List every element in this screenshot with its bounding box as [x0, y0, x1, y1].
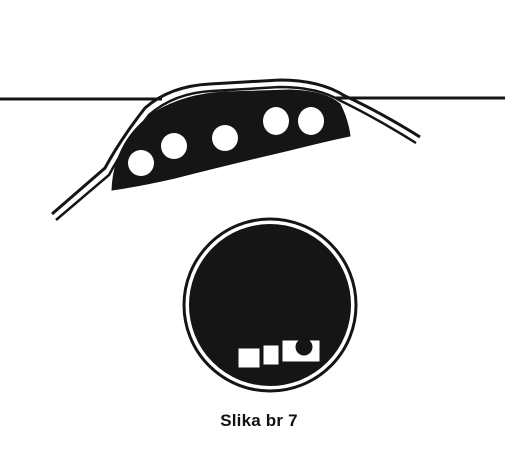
hole — [212, 125, 238, 151]
disc-white-ring — [186, 221, 354, 389]
curved-band-outer — [51, 78, 421, 216]
hole — [263, 107, 289, 135]
slot-dot — [295, 338, 313, 356]
holes-row — [128, 107, 324, 176]
disc-slot — [237, 338, 321, 369]
slot-segment — [237, 347, 261, 369]
hole — [298, 107, 324, 135]
hole — [161, 133, 187, 159]
slot-segment — [262, 344, 280, 366]
hole — [128, 150, 154, 176]
figure-caption: Slika br 7 — [220, 411, 298, 430]
